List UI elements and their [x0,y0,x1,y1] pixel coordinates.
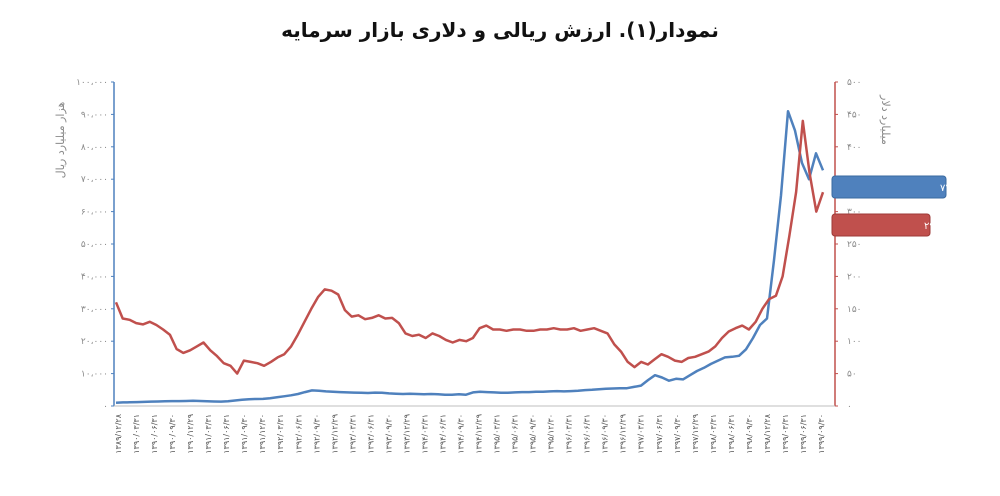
series-line [114,119,825,375]
x-tick-label: ۱۳۹۳/۰۶/۳۱ [366,414,375,454]
y-left-tick-label: ۲۰،۰۰۰ [81,337,108,347]
x-tick-label: ۱۳۹۳/۰۹/۳۰ [384,414,393,454]
series-callout-label: ارزش بازار (ریالی)، ۷۲۷۴۴ [940,183,1000,194]
x-tick-label: ۱۳۹۸/۰۶/۳۱ [727,414,736,454]
y-right-tick-label: ۵۰۰ [847,78,862,88]
y-right-tick-label: ۰ [847,402,852,412]
x-tick-label: ۱۳۸۹/۱۲/۲۸ [114,413,123,453]
x-tick-label: ۱۳۹۹/۰۳/۳۱ [781,414,790,454]
y-right-tick-label: ۱۵۰ [847,305,862,315]
x-tick-label: ۱۳۹۴/۰۶/۳۱ [438,414,447,454]
x-tick-label: ۱۳۹۷/۰۳/۳۱ [637,414,646,454]
x-tick-label: ۱۳۹۰/۱۲/۲۹ [186,414,195,454]
y-left-tick-label: ۶۰،۰۰۰ [81,208,108,218]
series-line [115,109,825,405]
axes [113,82,836,407]
x-tick-label: ۱۳۹۴/۰۹/۳۰ [456,414,465,454]
x-tick-label: ۱۳۹۴/۱۲/۲۹ [475,414,484,454]
x-tick-labels: ۱۳۸۹/۱۲/۲۸ ۱۳۹۰/۰۳/۳۱ ۱۳۹۰/۰۶/۳۱ ۱۳۹۰/۰۹/۳۰… [114,413,826,453]
y-left-tick-label: ۰ [103,402,108,412]
x-tick-label: ۱۳۹۱/۰۶/۳۱ [222,414,231,454]
y-left-tick-label: ۴۰،۰۰۰ [81,272,108,282]
y-left-tick-label: ۳۰،۰۰۰ [81,305,108,315]
y-right-tick-label: ۵۰ [847,370,857,380]
x-tick-label: ۱۳۹۰/۰۹/۳۰ [168,414,177,454]
x-tick-label: ۱۳۹۶/۰۹/۳۰ [601,414,610,454]
y-right-tick-label: ۲۵۰ [847,240,862,250]
x-tick-label: ۱۳۹۵/۰۹/۳۰ [529,414,538,454]
x-tick-label: ۱۳۹۳/۰۳/۳۱ [348,414,357,454]
y-right-tick-label: ۲۰۰ [847,272,862,282]
x-tick-label: ۱۳۹۰/۰۶/۳۱ [150,414,159,454]
x-tick-label: ۱۳۹۵/۱۲/۳۰ [547,414,556,454]
series-callout-label: ارزش بازار (دلاری)، ۲۹۰ [924,221,1000,232]
series-callout-box [831,213,931,237]
y-right-tick-label: ۴۵۰ [847,110,862,120]
x-tick-label: ۱۳۹۲/۰۹/۳۰ [312,414,321,454]
y-left-tick-label: ۸۰،۰۰۰ [81,143,108,153]
y-right-tick-label: ۴۰۰ [847,143,862,153]
y-left-tick-label: ۱۰۰،۰۰۰ [76,78,108,88]
x-tick-label: ۱۳۹۸/۰۳/۳۱ [709,414,718,454]
x-tick-label: ۱۳۹۱/۰۹/۳۰ [240,414,249,454]
y-right-tick-labels: ۰۵۰۱۰۰۱۵۰۲۰۰۲۵۰۳۰۰۳۵۰۴۰۰۴۵۰۵۰۰ [835,78,862,412]
x-tick-label: ۱۳۹۶/۰۶/۳۱ [583,414,592,454]
x-tick-label: ۱۳۹۶/۰۳/۳۱ [565,414,574,454]
series-callout-box [831,175,947,199]
y-left-tick-label: ۹۰،۰۰۰ [81,110,108,120]
x-tick-label: ۱۳۹۲/۰۶/۳۱ [294,414,303,454]
y-left-axis-title: هزار میلیارد ریال [54,101,67,178]
series-lines [114,109,825,405]
x-tick-label: ۱۳۹۷/۰۹/۳۰ [673,414,682,454]
x-tick-label: ۱۳۹۲/۰۳/۳۱ [276,414,285,454]
x-tick-label: ۱۳۹۷/۰۶/۳۱ [655,414,664,454]
y-right-tick-label: ۱۰۰ [847,337,862,347]
y-left-tick-label: ۷۰،۰۰۰ [81,175,108,185]
y-right-tick-label: ۳۰۰ [847,208,862,218]
x-tick-label: ۱۳۹۸/۱۲/۲۸ [763,413,772,453]
x-tick-label: ۱۳۹۱/۱۲/۳۰ [258,414,267,454]
chart-title: نمودار(۱). ارزش ریالی و دلاری بازار سرما… [281,18,719,42]
x-tick-label: ۱۳۹۹/۰۶/۳۱ [799,414,808,454]
x-tick-label: ۱۳۹۰/۰۳/۳۱ [132,414,141,454]
x-tick-label: ۱۳۹۴/۰۳/۳۱ [420,414,429,454]
series-callouts: ارزش بازار (ریالی)، ۷۲۷۴۴ ارزش بازار (دلا… [831,175,1000,237]
y-left-tick-labels: ۰ ۱۰،۰۰۰ ۲۰،۰۰۰ ۳۰،۰۰۰ ۴۰،۰۰۰ ۵۰،۰۰۰ ۶۰،۰۰۰ ۷۰،… [76,78,114,412]
x-tick-label: ۱۳۹۹/۰۹/۳۰ [817,414,826,454]
x-tick-label: ۱۳۹۶/۱۲/۲۹ [619,414,628,454]
x-tick-label: ۱۳۹۳/۱۲/۲۹ [402,414,411,454]
x-tick-label: ۱۳۹۸/۰۹/۳۰ [745,414,754,454]
x-tick-label: ۱۳۹۵/۰۳/۳۱ [493,414,502,454]
x-tick-label: ۱۳۹۱/۰۳/۳۱ [204,414,213,454]
y-right-axis-title: میلیارد دلار [879,94,892,145]
y-left-tick-label: ۱۰،۰۰۰ [81,370,108,380]
y-left-tick-label: ۵۰،۰۰۰ [81,240,108,250]
x-tick-label: ۱۳۹۲/۱۲/۲۹ [330,414,339,454]
x-tick-label: ۱۳۹۷/۱۲/۲۹ [691,414,700,454]
x-tick-label: ۱۳۹۵/۰۶/۳۱ [511,414,520,454]
